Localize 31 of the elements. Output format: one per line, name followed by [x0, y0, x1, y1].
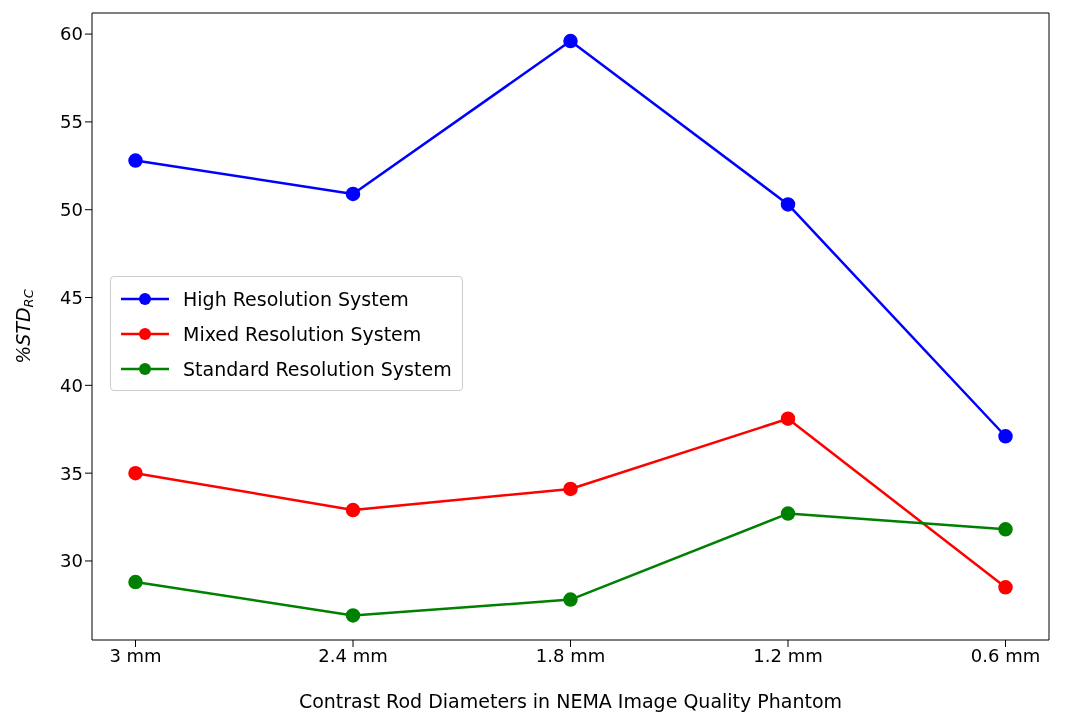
point — [345, 502, 361, 518]
point — [345, 608, 361, 623]
y-tick-label: 55 — [60, 111, 83, 133]
point — [998, 429, 1013, 444]
x-tick-label: 1.2 mm — [753, 644, 823, 666]
y-tick-label: 60 — [60, 23, 83, 45]
point — [780, 411, 796, 426]
point — [128, 153, 143, 168]
x-tick-label: 0.6 mm — [970, 644, 1041, 666]
y-tick-label: 50 — [60, 199, 83, 221]
point — [563, 592, 578, 607]
x-tick-label: 1.8 mm — [535, 644, 606, 666]
x-axis-title: Contrast Rod Diameters in NEMA Image Quality Phantom — [298, 690, 843, 712]
y-tick-label: 40 — [60, 374, 83, 396]
x-tick-label: 3 mm — [109, 644, 162, 666]
legend-label: Standard Resolution System — [183, 357, 452, 380]
point — [998, 580, 1013, 595]
point — [128, 574, 143, 590]
point — [345, 186, 361, 202]
legend-label: High Resolution System — [183, 287, 409, 310]
y-tick-label: 35 — [60, 462, 83, 484]
point — [998, 522, 1013, 537]
point — [128, 465, 143, 481]
x-tick-label: 2.4 mm — [318, 644, 388, 666]
point — [563, 33, 578, 49]
y-tick-label: 30 — [60, 550, 83, 572]
y-tick-label: 45 — [60, 286, 83, 308]
point — [563, 481, 578, 497]
legend-label: Mixed Resolution System — [183, 322, 422, 345]
point — [780, 506, 796, 521]
point — [780, 197, 796, 212]
